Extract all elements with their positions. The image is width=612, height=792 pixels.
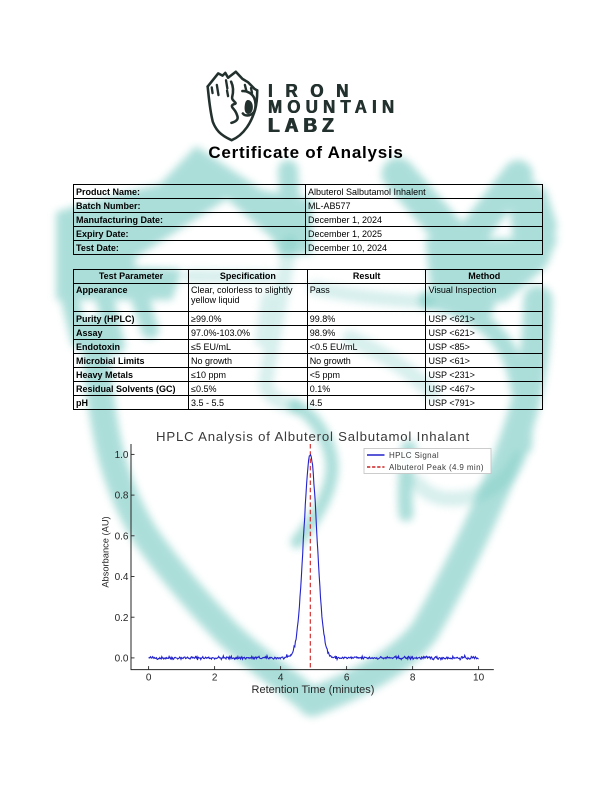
svg-text:8: 8 <box>410 672 416 683</box>
svg-text:HPLC Analysis of Albuterol Sal: HPLC Analysis of Albuterol Salbutamol In… <box>156 429 470 444</box>
svg-text:HPLC Signal: HPLC Signal <box>389 451 439 460</box>
svg-text:Absorbance (AU): Absorbance (AU) <box>101 516 111 587</box>
svg-text:10: 10 <box>473 672 485 683</box>
svg-text:6: 6 <box>344 672 350 683</box>
svg-text:4: 4 <box>278 672 284 683</box>
svg-text:0.2: 0.2 <box>115 613 129 624</box>
svg-text:0.0: 0.0 <box>115 654 129 665</box>
svg-text:0.6: 0.6 <box>115 531 129 542</box>
svg-text:0.8: 0.8 <box>115 491 129 502</box>
svg-text:1.0: 1.0 <box>115 450 129 461</box>
svg-text:0.4: 0.4 <box>115 572 129 583</box>
svg-text:0: 0 <box>146 672 152 683</box>
svg-text:Albuterol Peak (4.9 min): Albuterol Peak (4.9 min) <box>389 463 484 472</box>
svg-text:2: 2 <box>212 672 218 683</box>
svg-text:Retention Time (minutes): Retention Time (minutes) <box>252 684 375 696</box>
